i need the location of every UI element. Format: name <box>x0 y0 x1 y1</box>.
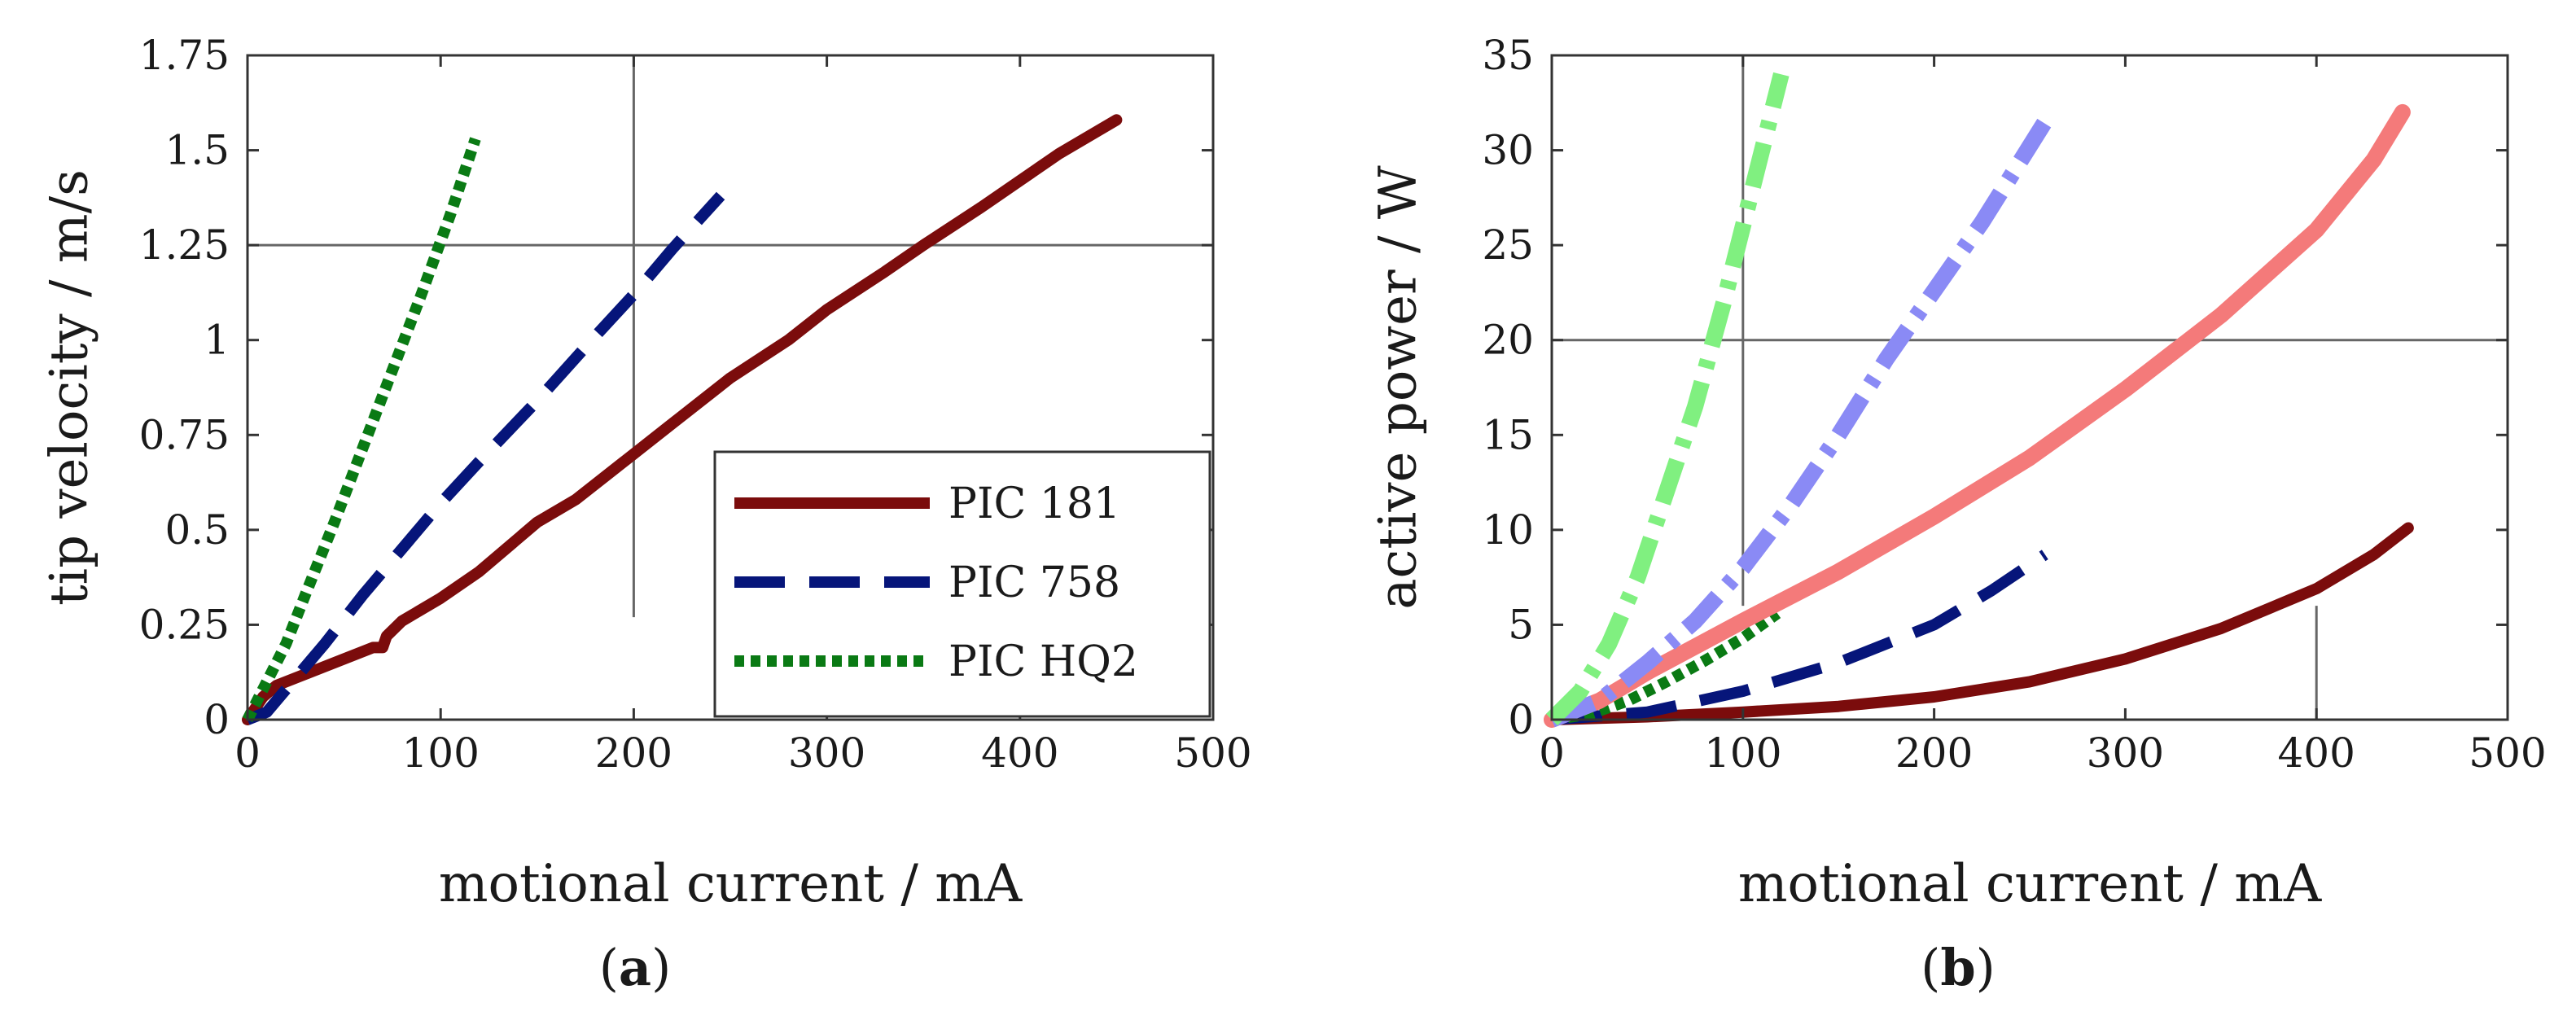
x-tick-label: 200 <box>1895 729 1973 777</box>
y-tick-label: 0.75 <box>139 411 230 458</box>
y-tick-label: 20 <box>1482 317 1534 364</box>
x-tick-label: 0 <box>1539 729 1565 777</box>
series-line-pic-181-7b0c0c <box>1546 522 2414 725</box>
panel-b-caption: (b) <box>1921 938 1996 997</box>
y-tick-label: 30 <box>1482 127 1534 174</box>
series-line-pic-181-7b0c0c <box>242 114 1123 725</box>
y-tick-label: 35 <box>1482 32 1534 79</box>
series-line-pic-hq2-0a7a14 <box>1550 608 1781 725</box>
x-tick-label: 0 <box>234 729 261 777</box>
series-line-pic-758-8a8af5 <box>1549 117 2052 728</box>
y-tick-label: 15 <box>1482 411 1534 458</box>
series-line-pic-hq2-0a7a14 <box>242 137 481 723</box>
legend: PIC 181 PIC 758 PIC HQ2 <box>713 450 1211 718</box>
y-axis-label: active power / W <box>1369 165 1429 610</box>
y-tick-label: 0.5 <box>164 506 230 554</box>
series-lines <box>1544 72 2414 728</box>
legend-box <box>713 450 1211 718</box>
x-axis-label: motional current / mA <box>439 854 1023 914</box>
plot-frame <box>1550 54 2509 721</box>
series-line-pic-181-f47a7a <box>1544 103 2411 728</box>
y-tick-label: 0 <box>204 696 230 743</box>
legend-label-pic-hq2: PIC HQ2 <box>948 637 1138 686</box>
y-tick-label: 5 <box>1508 601 1534 648</box>
y-tick-label: 0.25 <box>139 601 230 648</box>
axis-ticks: 0 100 200 300 400 500 0 5 10 15 20 25 30 35 <box>1482 32 2546 777</box>
y-tick-label: 1.5 <box>164 127 230 174</box>
y-tick-label: 1.25 <box>139 221 230 269</box>
reference-lines <box>248 55 1213 618</box>
x-tick-label: 300 <box>788 729 865 777</box>
axis-ticks: 0 100 200 300 400 500 0 0.25 0.5 0.75 1 1.25 1.5 1.75 <box>139 32 1252 777</box>
panel-a-caption: (a) <box>599 938 672 997</box>
panel-b-chart: 0 100 200 300 400 500 0 5 10 15 20 25 30 35 motional … <box>1369 32 2547 997</box>
x-tick-label: 300 <box>2087 729 2164 777</box>
y-tick-label: 10 <box>1482 506 1534 554</box>
series-line-pic-758-06157a <box>1551 550 2048 725</box>
x-axis-label: motional current / mA <box>1738 854 2322 914</box>
x-tick-label: 100 <box>401 729 479 777</box>
series-line-pic-hq2-80f080 <box>1545 72 1790 726</box>
y-tick-label: 1.75 <box>139 32 230 79</box>
x-tick-label: 200 <box>595 729 672 777</box>
x-tick-label: 400 <box>2277 729 2355 777</box>
legend-label-pic-181: PIC 181 <box>948 480 1120 528</box>
plot-frame <box>246 54 1215 721</box>
panel-a-chart: 0 100 200 300 400 500 0 0.25 0.5 0.75 1 1.25 1.5 1.75… <box>40 32 1252 997</box>
legend-label-pic-758: PIC 758 <box>948 558 1120 607</box>
x-tick-label: 500 <box>2469 729 2546 777</box>
x-tick-label: 500 <box>1174 729 1251 777</box>
x-tick-label: 400 <box>981 729 1058 777</box>
series-line-pic-758-06157a <box>245 191 725 725</box>
y-tick-label: 1 <box>204 317 230 364</box>
y-axis-label: tip velocity / m/s <box>40 169 100 606</box>
y-tick-label: 25 <box>1482 221 1534 269</box>
series-lines <box>242 114 1123 725</box>
y-tick-label: 0 <box>1508 696 1534 743</box>
x-tick-label: 100 <box>1704 729 1781 777</box>
